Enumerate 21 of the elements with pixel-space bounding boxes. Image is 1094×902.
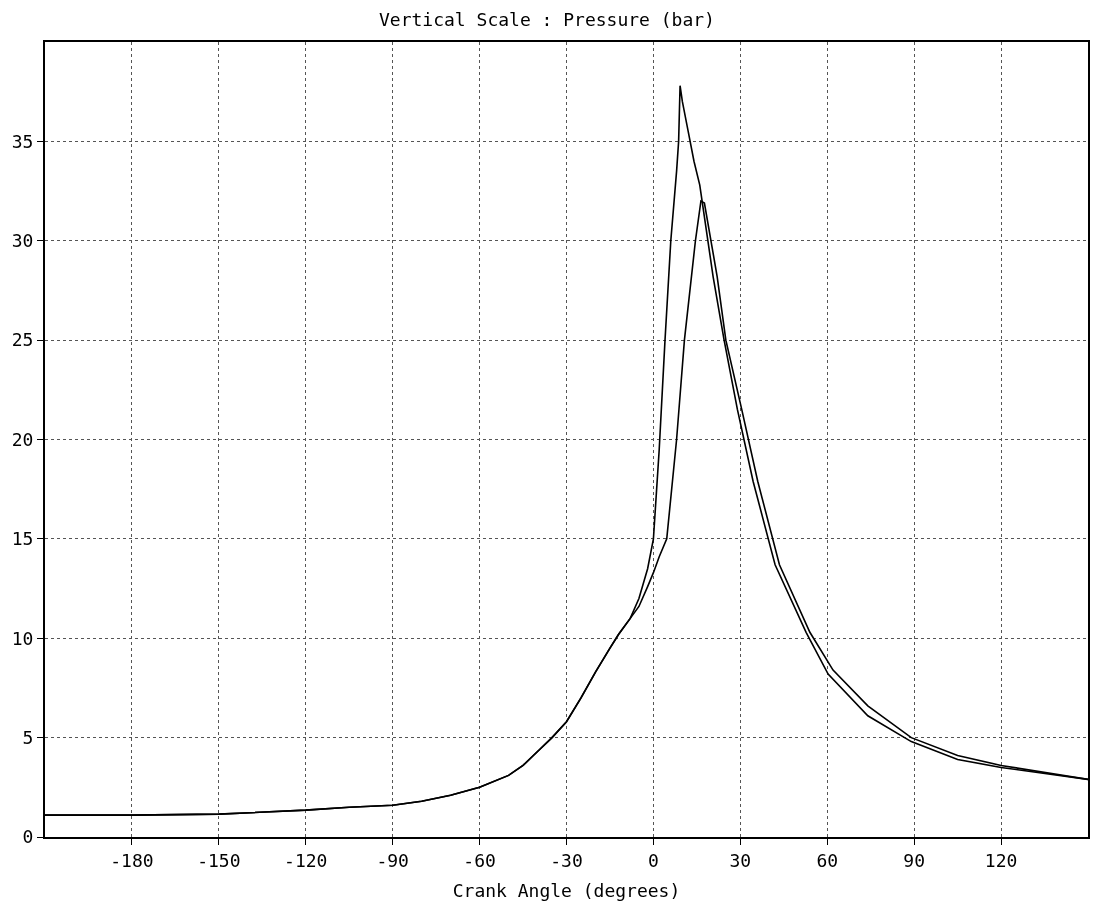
y-tick-label: 20 (11, 428, 34, 450)
x-tick-label: 0 (648, 849, 659, 871)
x-tick-label: -60 (463, 849, 496, 871)
y-tick-label: 25 (11, 329, 34, 351)
x-tick-label: 120 (984, 849, 1018, 871)
y-tick-label: 30 (11, 230, 34, 252)
x-tick-label: -150 (197, 849, 241, 871)
chart-title: Vertical Scale : Pressure (bar) (379, 9, 715, 31)
y-tick-label: 0 (22, 826, 34, 848)
x-axis-title: Crank Angle (degrees) (452, 880, 681, 902)
x-tick-label: 90 (903, 849, 926, 871)
y-tick-label: 5 (22, 726, 34, 748)
x-tick-label: -180 (110, 849, 154, 871)
x-tick-label: 30 (729, 849, 752, 871)
x-tick-label: 60 (816, 849, 839, 871)
y-tick-label: 10 (11, 627, 34, 649)
x-tick-label: -30 (550, 849, 583, 871)
y-tick-label: 15 (11, 528, 34, 550)
y-tick-label: 35 (11, 130, 34, 152)
x-tick-label: -120 (284, 849, 328, 871)
x-tick-label: -90 (376, 849, 409, 871)
